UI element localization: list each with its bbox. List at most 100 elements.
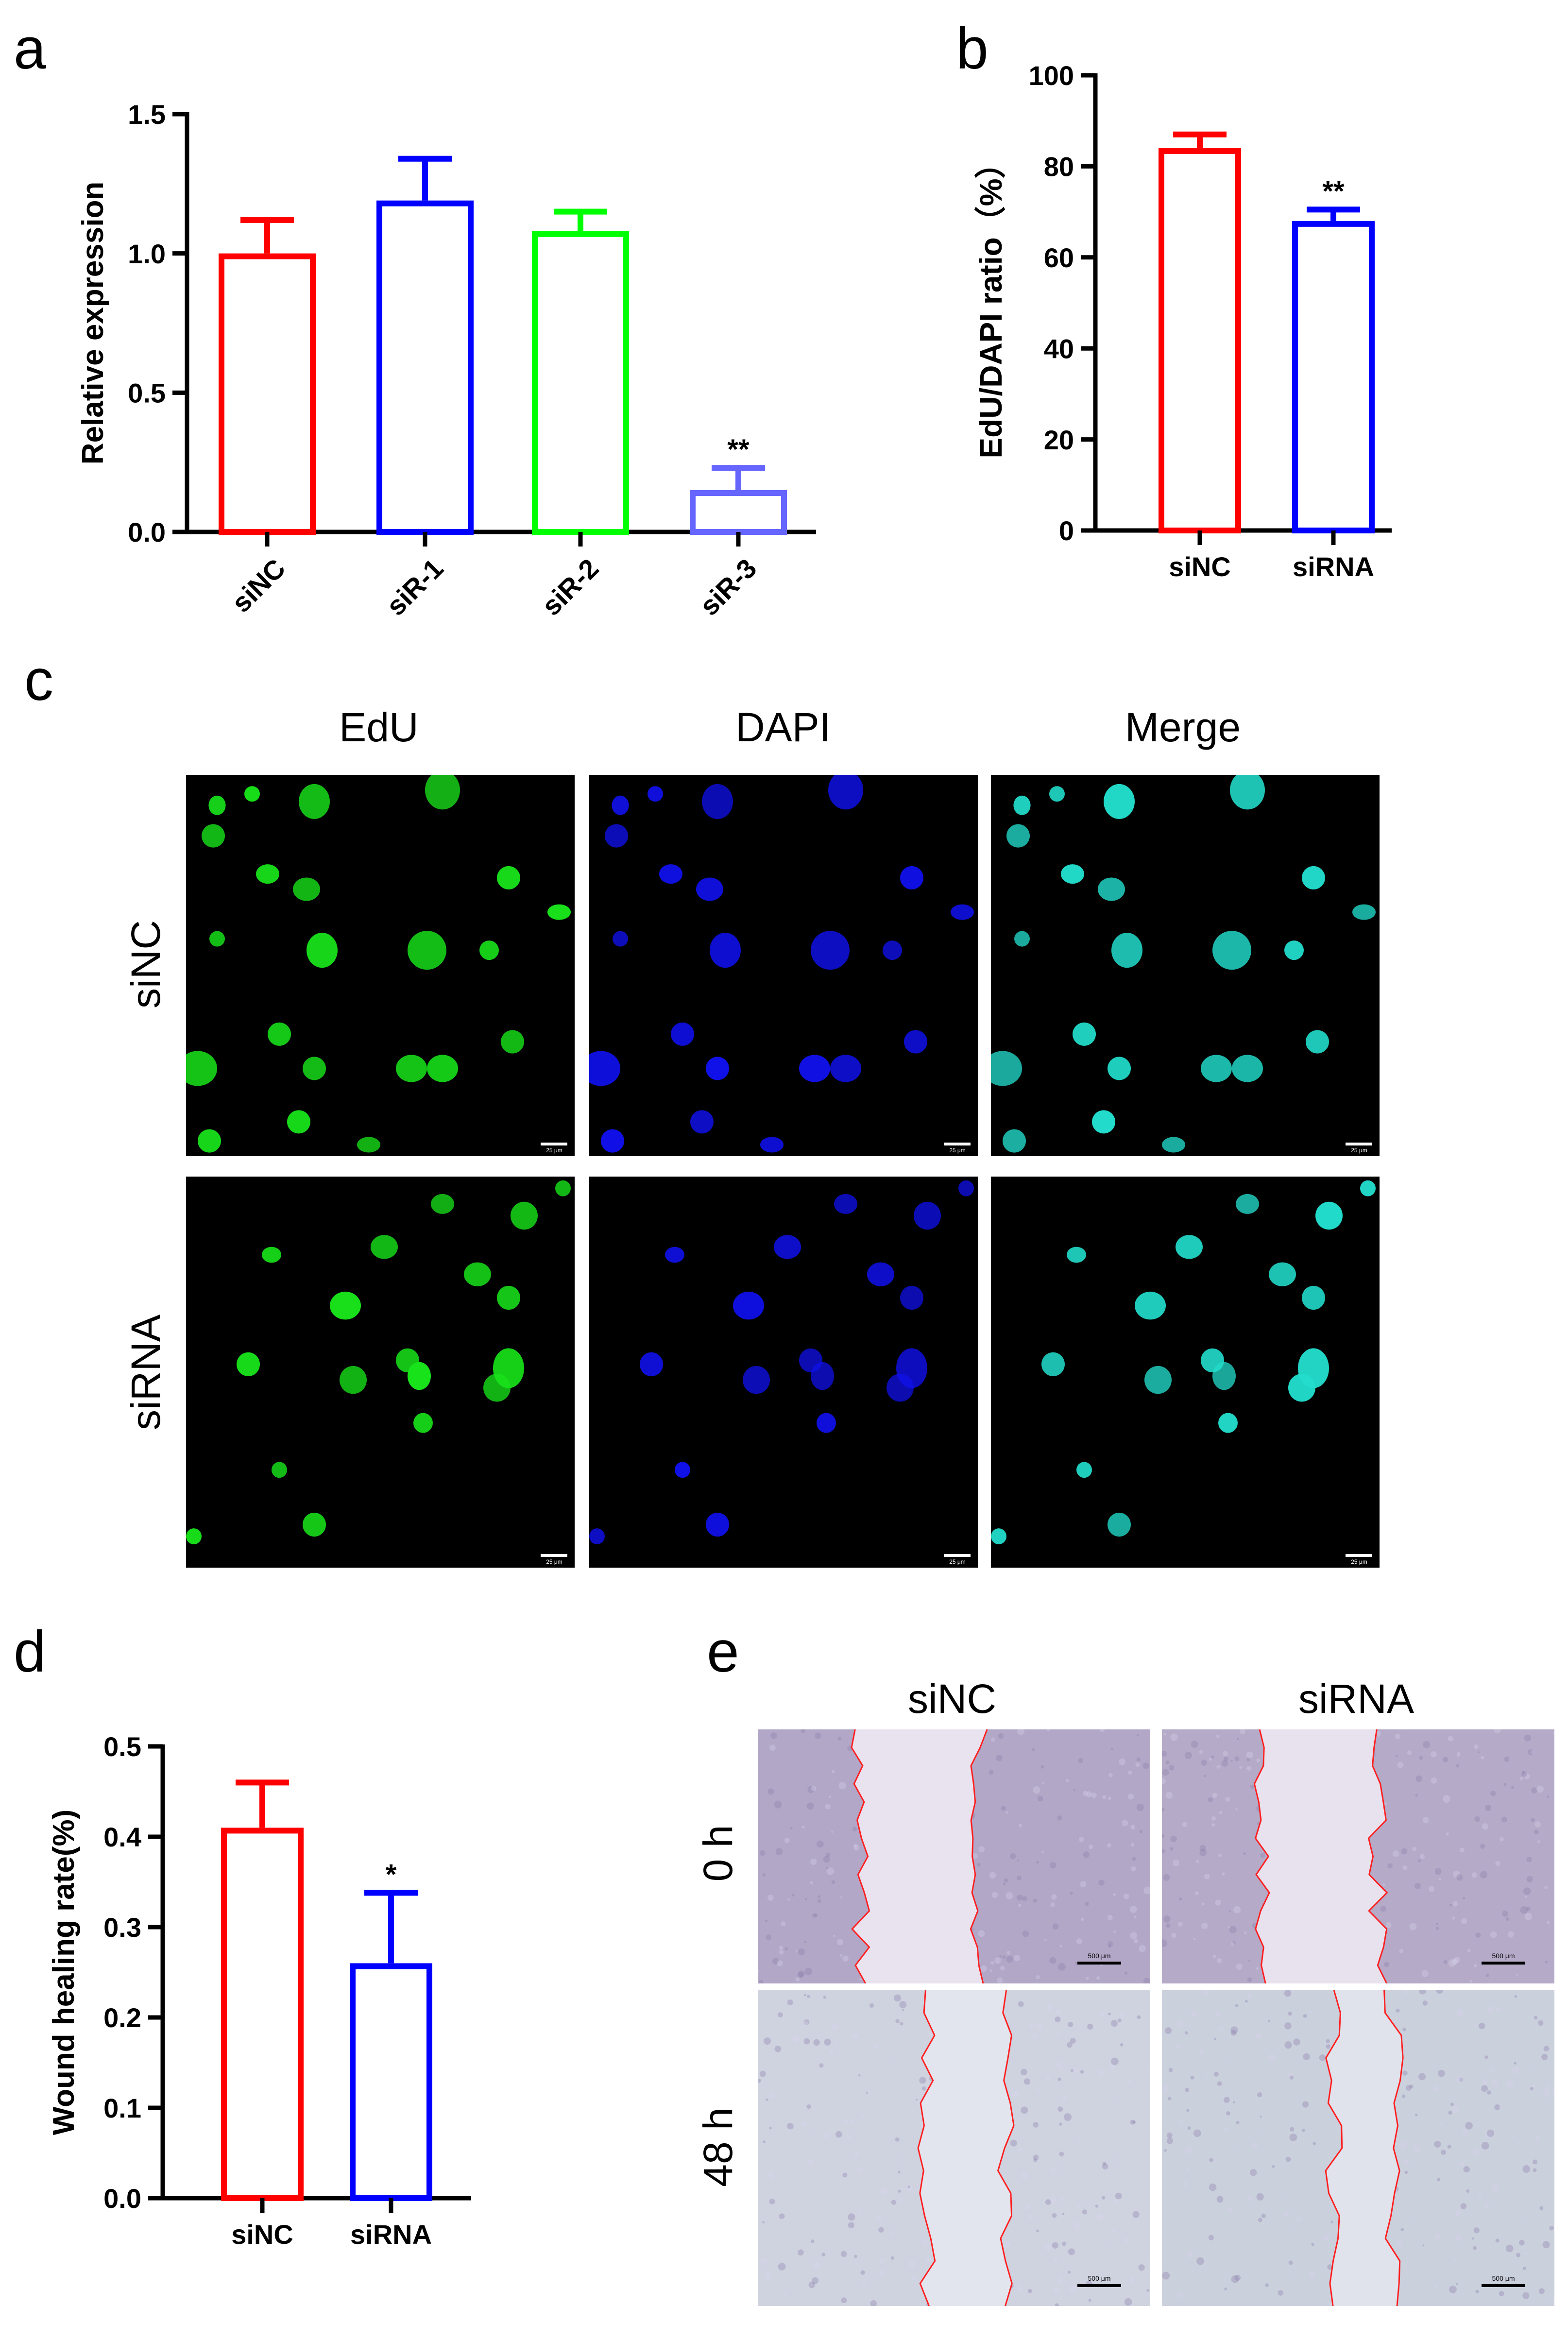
texture-speck — [778, 2012, 783, 2017]
texture-speck — [1130, 1825, 1136, 1830]
texture-speck — [1041, 1851, 1044, 1854]
texture-speck — [1456, 1874, 1463, 1881]
texture-speck — [1512, 2135, 1516, 2138]
x-tick-label: siRNA — [350, 2219, 432, 2250]
texture-speck — [836, 1939, 843, 1946]
texture-speck — [1457, 1752, 1461, 1756]
texture-speck — [1044, 1938, 1047, 1941]
texture-speck — [1290, 2127, 1295, 2132]
texture-speck — [1400, 2228, 1404, 2232]
texture-speck — [1067, 2042, 1073, 2048]
nucleus — [914, 1201, 941, 1230]
texture-speck — [1178, 2120, 1184, 2125]
texture-speck — [811, 2239, 815, 2243]
texture-speck — [1406, 2085, 1412, 2091]
texture-speck — [1431, 1751, 1437, 1758]
texture-speck — [1454, 1956, 1460, 1963]
texture-speck — [1136, 1757, 1141, 1761]
texture-speck — [1465, 2121, 1473, 2130]
texture-speck — [815, 2059, 818, 2062]
nucleus — [886, 1373, 914, 1402]
nucleus — [330, 1291, 361, 1320]
texture-speck — [1169, 1765, 1175, 1771]
x-tick-label: siR-3 — [694, 553, 762, 621]
texture-speck — [1074, 1962, 1077, 1965]
texture-speck — [1223, 2096, 1230, 2103]
texture-speck — [823, 1996, 826, 1999]
texture-speck — [978, 1846, 985, 1853]
texture-speck — [767, 2172, 774, 2179]
y-tick-label: 20 — [1044, 425, 1074, 455]
texture-speck — [1032, 2033, 1037, 2037]
y-tick-label: 0.2 — [103, 2002, 141, 2033]
texture-speck — [1288, 2260, 1293, 2265]
texture-speck — [1473, 1964, 1477, 1968]
texture-speck — [1423, 1741, 1430, 1748]
texture-speck — [1451, 1916, 1455, 1920]
texture-speck — [840, 2251, 847, 2257]
texture-speck — [1435, 1923, 1438, 1926]
texture-speck — [1411, 2217, 1414, 2220]
texture-speck — [1409, 1923, 1417, 1931]
texture-speck — [1236, 1963, 1243, 1970]
texture-speck — [1097, 2213, 1104, 2221]
texture-speck — [1225, 1797, 1230, 1802]
wound-edge-right — [1367, 1729, 1388, 1983]
micrograph: 25 μm — [991, 1180, 1376, 1565]
nucleus — [1212, 931, 1251, 970]
texture-speck — [1256, 1967, 1259, 1970]
texture-speck — [1182, 1822, 1188, 1827]
texture-speck — [1265, 2283, 1269, 2287]
texture-speck — [1228, 1910, 1231, 1913]
texture-speck — [1303, 2053, 1310, 2060]
texture-speck — [1399, 1948, 1404, 1953]
texture-speck — [829, 2050, 834, 2056]
texture-speck — [1099, 2011, 1105, 2017]
texture-speck — [1475, 2290, 1479, 2293]
nucleus — [1108, 1057, 1131, 1080]
texture-speck — [1387, 1863, 1393, 1869]
texture-speck — [1442, 1795, 1450, 1803]
texture-speck — [1051, 1894, 1057, 1900]
texture-speck — [1250, 2199, 1253, 2201]
texture-speck — [1446, 1832, 1449, 1836]
wound-edge-left — [851, 1729, 870, 1983]
texture-speck — [1450, 2102, 1454, 2106]
texture-speck — [1463, 2166, 1470, 2173]
texture-speck — [1415, 2113, 1418, 2117]
y-tick-label: 0.0 — [128, 517, 166, 547]
texture-speck — [1289, 2133, 1297, 2141]
texture-speck — [1143, 1886, 1150, 1895]
nucleus — [702, 784, 733, 819]
texture-speck — [1050, 1902, 1055, 1907]
texture-speck — [1412, 1846, 1416, 1851]
texture-speck — [795, 1977, 800, 1982]
y-tick-label: 0.3 — [103, 1912, 141, 1943]
nucleus — [1092, 1110, 1115, 1134]
texture-speck — [1415, 1794, 1418, 1797]
texture-speck — [1217, 2081, 1222, 2086]
scale-bar-label: 500 μm — [1088, 2274, 1111, 2282]
texture-speck — [1434, 1868, 1442, 1875]
texture-speck — [1456, 2283, 1459, 2285]
texture-speck — [1076, 1938, 1082, 1945]
texture-speck — [1243, 1852, 1246, 1855]
nucleus — [1212, 1362, 1236, 1390]
texture-speck — [1542, 2241, 1550, 2249]
texture-speck — [1085, 1902, 1089, 1906]
texture-speck — [1451, 1959, 1458, 1965]
texture-speck — [825, 1852, 831, 1858]
texture-speck — [1219, 2027, 1224, 2032]
texture-speck — [1070, 2069, 1074, 2073]
texture-speck — [1054, 2157, 1057, 2160]
texture-speck — [879, 2258, 886, 2264]
y-tick-label: 60 — [1044, 242, 1074, 273]
texture-speck — [1003, 1882, 1006, 1885]
texture-speck — [1534, 2016, 1538, 2020]
texture-speck — [833, 1934, 835, 1937]
texture-speck — [1068, 2271, 1071, 2274]
texture-speck — [1014, 1955, 1021, 1962]
nucleus — [547, 904, 571, 920]
nucleus — [303, 1512, 326, 1537]
texture-speck — [870, 2300, 877, 2306]
